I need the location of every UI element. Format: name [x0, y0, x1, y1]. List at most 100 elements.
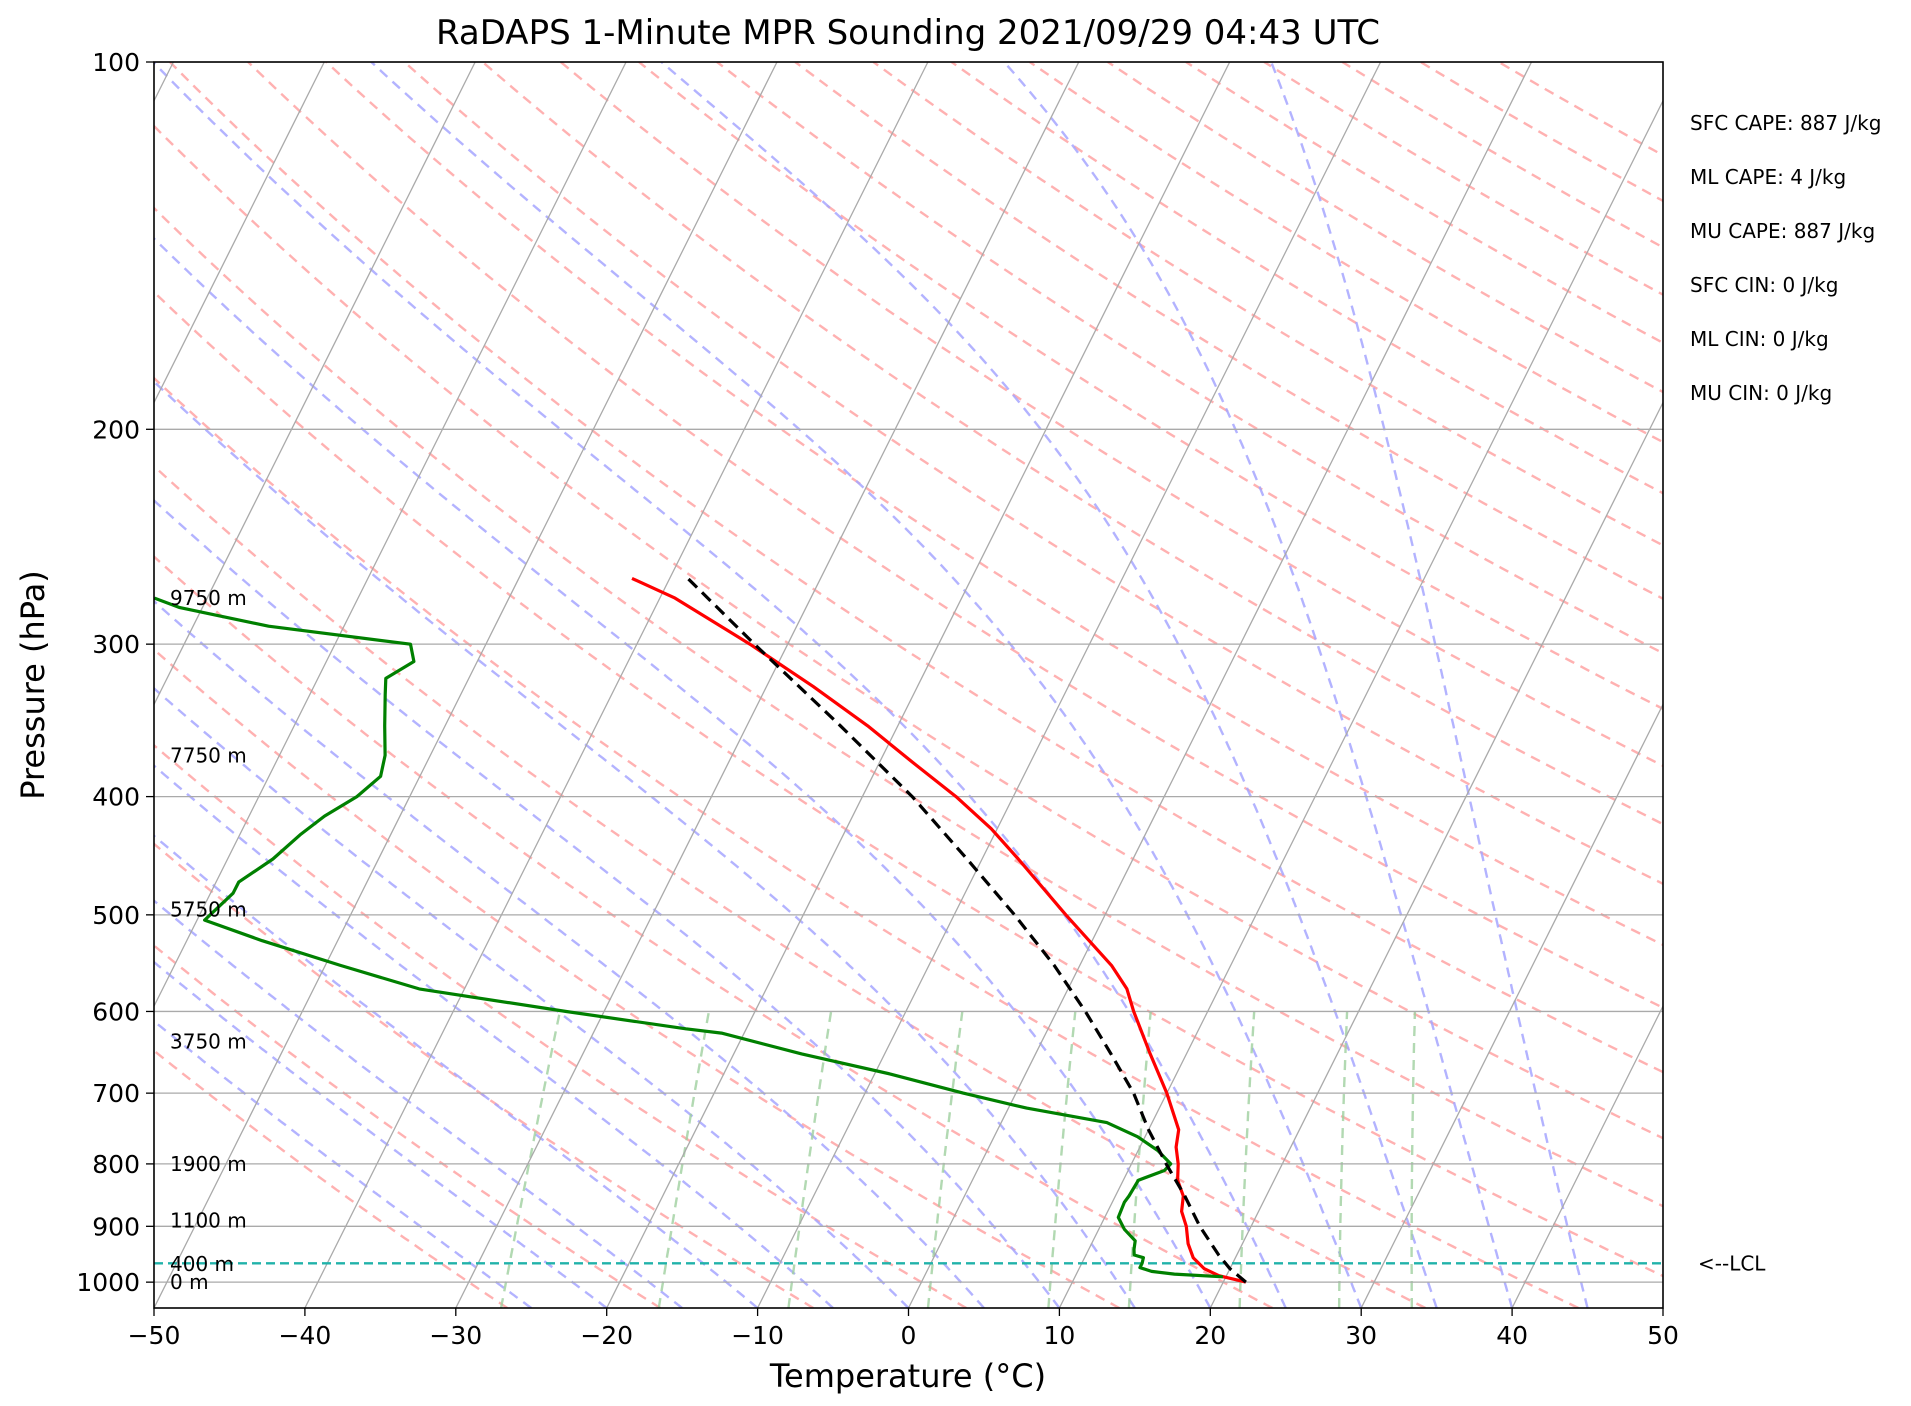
x-tick-label: −30 — [429, 1321, 482, 1350]
isotherm — [1209, 401, 1663, 1308]
stability-index: SFC CAPE: 887 J/kg — [1690, 111, 1881, 135]
stability-index: MU CIN: 0 J/kg — [1690, 381, 1832, 405]
isotherm — [606, 62, 1231, 1308]
dry-adiabat — [154, 464, 1426, 1308]
dry-adiabat — [247, 62, 1663, 1010]
isotherm — [154, 62, 325, 405]
pressure-gridlines — [154, 62, 1663, 1283]
isotherm — [154, 62, 778, 1308]
dry-adiabat — [1263, 62, 1663, 296]
stability-index: MU CAPE: 887 J/kg — [1690, 219, 1875, 243]
y-tick-label: 400 — [92, 783, 140, 812]
moist-adiabat — [660, 62, 1438, 1308]
moist-adiabat — [370, 62, 1363, 1308]
stability-index: ML CAPE: 4 J/kg — [1690, 165, 1846, 189]
height-label: 5750 m — [170, 898, 247, 922]
plot-frame — [153, 61, 1664, 1309]
moist-adiabat — [154, 599, 985, 1308]
isotherm — [1511, 1004, 1663, 1308]
isotherm — [907, 62, 1533, 1308]
height-label: 9750 m — [170, 586, 247, 610]
y-tick-label: 800 — [92, 1150, 140, 1179]
x-axis-ticks: −50 −40 −30 −20 −10 0 10 20 30 40 50 — [128, 1308, 1679, 1350]
x-tick-label: 50 — [1647, 1321, 1679, 1350]
mixing-ratio-line — [499, 1011, 562, 1308]
dry-adiabat — [872, 62, 1663, 547]
y-tick-label: 1000 — [76, 1268, 140, 1297]
dry-adiabat — [638, 62, 1663, 711]
background-lines — [154, 62, 1663, 1308]
height-label: 7750 m — [170, 743, 247, 767]
height-label: 400 m — [170, 1252, 234, 1276]
stability-index: SFC CIN: 0 J/kg — [1690, 273, 1838, 297]
dewpoint-line — [154, 596, 1223, 1279]
moist-adiabat — [1003, 62, 1514, 1308]
dry-adiabat — [154, 842, 814, 1308]
y-tick-label: 100 — [92, 48, 140, 77]
moist-adiabat — [154, 764, 834, 1308]
mixing-ratio-line — [1047, 1011, 1077, 1308]
y-axis-label: Pressure (hPa) — [14, 570, 52, 800]
temperature-line — [631, 576, 1247, 1284]
moist-adiabat — [154, 899, 683, 1308]
x-tick-label: −10 — [731, 1321, 784, 1350]
dry-adiabat — [1498, 62, 1663, 157]
dry-adiabat — [1185, 62, 1663, 345]
height-label: 3750 m — [170, 1030, 247, 1054]
dry-adiabat — [154, 1049, 508, 1308]
y-tick-label: 300 — [92, 630, 140, 659]
y-axis-ticks: 100 200 300 400 500 600 700 800 900 1000 — [76, 48, 154, 1297]
dry-adiabat — [154, 376, 1579, 1308]
dry-adiabat — [154, 743, 967, 1308]
y-tick-label: 600 — [92, 997, 140, 1026]
dry-adiabat — [169, 62, 1663, 1074]
dry-adiabat — [716, 62, 1663, 655]
chart-title: RaDAPS 1-Minute MPR Sounding 2021/09/29 … — [436, 13, 1380, 53]
moist-adiabat — [154, 686, 910, 1308]
isotherm — [1360, 702, 1663, 1308]
isotherm — [757, 62, 1382, 1308]
parcel-profile-line — [686, 577, 1247, 1284]
height-label: 1100 m — [170, 1208, 247, 1232]
dry-adiabat — [325, 62, 1663, 947]
x-tick-label: 10 — [1043, 1321, 1075, 1350]
stability-indices: SFC CAPE: 887 J/kg ML CAPE: 4 J/kg MU CAPE… — [1690, 111, 1881, 405]
moist-adiabat — [154, 1019, 532, 1308]
moist-adiabat — [154, 379, 1136, 1308]
mixing-ratio-line — [1337, 1011, 1349, 1308]
moist-adiabat — [154, 960, 608, 1308]
dry-adiabat — [154, 124, 1663, 1140]
mixing-ratio-line — [926, 1011, 964, 1308]
dry-adiabat — [154, 206, 1663, 1208]
x-tick-label: 40 — [1496, 1321, 1528, 1350]
x-tick-label: 0 — [901, 1321, 917, 1350]
dry-adiabat — [154, 290, 1663, 1278]
isotherm — [455, 62, 1080, 1308]
dry-adiabat — [1029, 62, 1663, 444]
dry-adiabat — [403, 62, 1663, 886]
y-tick-label: 700 — [92, 1079, 140, 1108]
mixing-ratio-line — [657, 1011, 711, 1308]
dry-adiabat — [154, 648, 1120, 1308]
dry-adiabat — [1107, 62, 1663, 394]
dry-adiabat — [481, 62, 1663, 826]
dry-adiabat — [794, 62, 1663, 601]
dry-adiabat — [154, 943, 661, 1308]
height-label: 0 m — [170, 1270, 209, 1294]
moist-adiabat — [154, 62, 1287, 1308]
sounding-series — [154, 576, 1247, 1284]
x-tick-label: 30 — [1345, 1321, 1377, 1350]
moist-adiabat — [1270, 62, 1589, 1308]
mixing-ratio-line — [787, 1011, 833, 1308]
moist-adiabat — [154, 834, 759, 1308]
dry-adiabat — [559, 62, 1663, 768]
isotherm — [154, 62, 627, 1008]
isotherm — [1058, 99, 1663, 1308]
lcl-label: <--LCL — [1698, 1251, 1766, 1275]
y-tick-label: 500 — [92, 901, 140, 930]
isotherm — [304, 62, 929, 1308]
x-tick-label: 20 — [1194, 1321, 1226, 1350]
dry-adiabat — [154, 555, 1273, 1308]
